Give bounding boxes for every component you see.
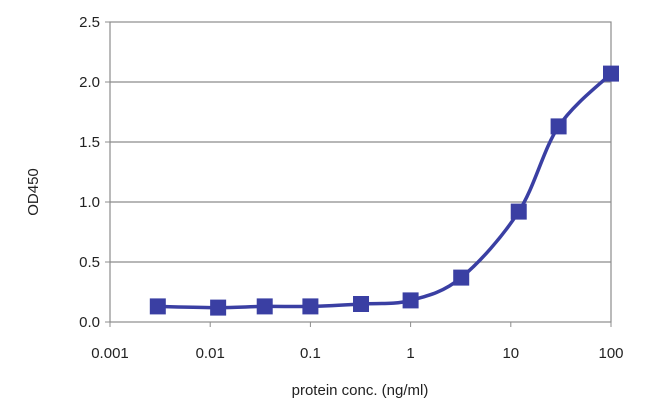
plot-area — [109, 21, 612, 323]
data-point-marker — [149, 298, 166, 315]
y-tick-label: 0.0 — [79, 314, 100, 331]
y-tick-label: 2.0 — [79, 74, 100, 91]
y-axis-label: OD450 — [25, 168, 42, 216]
data-point-marker — [353, 296, 370, 312]
y-tick-label: 1.0 — [79, 194, 100, 211]
series-line — [157, 72, 613, 310]
data-point-marker — [402, 292, 419, 309]
series-group — [149, 65, 619, 316]
x-axis-ticks: 0.001 0.01 0.1 1 10 100 — [91, 322, 624, 362]
y-axis-ticks: 0.0 0.5 1.0 1.5 2.0 2.5 — [79, 14, 110, 331]
x-tick-label: 0.001 — [91, 345, 129, 362]
data-point-marker — [453, 269, 470, 286]
x-tick-label: 1 — [406, 345, 414, 362]
data-point-marker — [302, 298, 319, 315]
x-tick-label: 100 — [598, 345, 623, 362]
data-point-marker — [256, 298, 273, 315]
gridlines — [110, 81, 611, 263]
x-tick-label: 0.1 — [300, 345, 321, 362]
data-point-marker — [550, 118, 567, 135]
x-axis-label: protein conc. (ng/ml) — [292, 382, 429, 399]
data-point-marker — [510, 203, 527, 220]
x-tick-label: 10 — [502, 345, 519, 362]
x-tick-label: 0.01 — [196, 345, 225, 362]
y-tick-label: 2.5 — [79, 14, 100, 31]
y-tick-label: 0.5 — [79, 254, 100, 271]
y-tick-label: 1.5 — [79, 134, 100, 151]
data-point-marker — [210, 299, 227, 316]
data-point-marker — [603, 65, 619, 82]
